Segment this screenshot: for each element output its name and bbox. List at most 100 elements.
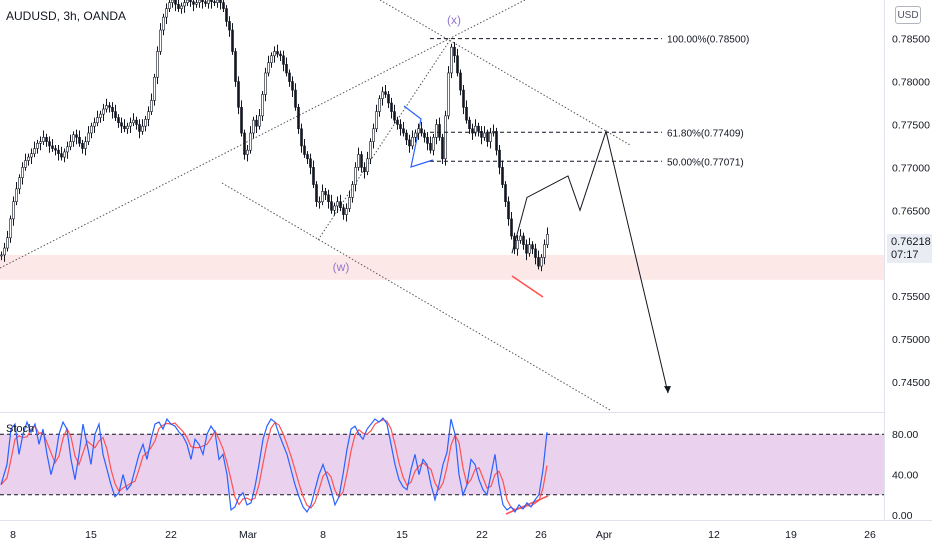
candle-body <box>111 106 114 112</box>
candle-body <box>147 111 150 120</box>
candle-body <box>201 0 204 3</box>
candle-body <box>429 143 432 151</box>
candle-body <box>102 108 105 115</box>
candle-body <box>426 137 429 144</box>
blue-wedge <box>403 105 434 168</box>
candle-body <box>180 5 183 9</box>
projection-arrow-head <box>664 386 671 394</box>
candle-body <box>36 143 39 149</box>
candle-body <box>45 137 48 142</box>
candle-body <box>525 244 528 254</box>
candle-body <box>18 177 21 190</box>
candle-body <box>540 257 543 267</box>
price-tick-label: 0.75000 <box>892 334 930 346</box>
candle-body <box>438 124 441 138</box>
candle-body <box>303 145 306 155</box>
stoch-axis: 80.00 40.00 0.00 <box>892 429 918 522</box>
candle-body <box>144 119 147 127</box>
candle-body <box>294 89 297 108</box>
candle-body <box>459 72 462 91</box>
candle-body <box>309 158 312 168</box>
candle-body <box>66 146 69 153</box>
candle-body <box>99 113 102 118</box>
candle-body <box>231 29 234 52</box>
candle-body <box>342 207 345 215</box>
candle-body <box>261 94 264 117</box>
descending-channel-top <box>379 0 631 146</box>
candle-body <box>135 119 138 125</box>
time-tick-label: Mar <box>239 529 258 541</box>
candle-body <box>186 0 189 3</box>
candle-body <box>63 151 66 158</box>
candle-body <box>177 3 180 9</box>
candle-body <box>456 55 459 74</box>
candle-body <box>9 218 12 239</box>
candle-body <box>510 218 513 237</box>
candle-body <box>255 119 258 127</box>
projection-path[interactable] <box>511 129 669 394</box>
last-price-value: 0.76218 <box>891 236 931 248</box>
candle-body <box>408 139 411 147</box>
grid-lines <box>0 0 932 521</box>
candle-body <box>414 132 417 138</box>
candle-body <box>420 128 423 134</box>
candle-body <box>210 0 213 3</box>
candle-body <box>90 125 93 134</box>
candle-body <box>291 81 294 91</box>
candle-body <box>87 132 90 142</box>
fib-level-label: 61.80%(0.77409) <box>667 128 744 139</box>
stoch-tick-label: 40.00 <box>892 470 918 482</box>
candle-body <box>363 167 366 172</box>
candlestick-series <box>0 0 549 272</box>
candle-body <box>57 149 60 154</box>
time-tick-label: 15 <box>85 529 97 541</box>
candle-body <box>138 124 141 132</box>
candle-body <box>375 111 378 130</box>
candle-body <box>423 132 426 138</box>
candle-body <box>192 1 195 5</box>
candle-body <box>351 184 354 198</box>
candle-body <box>468 119 471 130</box>
symbol-title: AUDUSD, 3h, OANDA <box>6 9 127 23</box>
candle-body <box>543 244 546 258</box>
stoch-indicator-pane[interactable] <box>0 417 884 513</box>
fib-retracement[interactable]: 100.00%(0.78500) 61.80%(0.77409) 50.00%(0.… <box>430 35 749 169</box>
candle-body <box>504 184 507 203</box>
descending-channel-bottom <box>221 182 611 411</box>
time-tick-label: 8 <box>10 529 16 541</box>
candle-body <box>246 149 249 155</box>
time-axis[interactable]: 8 15 22 Mar 8 15 22 26 Apr 12 19 26 <box>10 529 876 541</box>
candle-body <box>273 51 276 57</box>
stoch-k-line <box>0 417 548 513</box>
candle-body <box>402 128 405 134</box>
candle-body <box>24 160 27 168</box>
time-tick-label: 19 <box>785 529 797 541</box>
candle-body <box>465 106 468 121</box>
candle-body <box>72 134 75 142</box>
candle-body <box>96 117 99 124</box>
candle-body <box>78 137 81 144</box>
candle-body <box>117 117 120 124</box>
candle-body <box>249 132 252 151</box>
candle-body <box>354 167 357 185</box>
time-tick-label: Apr <box>596 529 613 541</box>
candle-body <box>129 122 132 127</box>
candle-body <box>498 149 501 168</box>
candle-body <box>213 1 216 4</box>
candle-body <box>378 98 381 112</box>
candle-body <box>198 0 201 3</box>
candle-body <box>60 153 63 158</box>
price-axis[interactable]: 0.785000.780000.775000.770000.765000.760… <box>892 34 930 389</box>
time-tick-label: 22 <box>165 529 177 541</box>
candle-body <box>507 201 510 220</box>
candle-body <box>339 201 342 209</box>
candle-body <box>279 53 282 57</box>
candle-body <box>306 154 309 160</box>
candle-body <box>534 248 537 258</box>
candle-body <box>417 128 420 134</box>
currency-button[interactable]: USD <box>895 6 921 24</box>
candle-body <box>264 72 267 95</box>
candle-body <box>69 141 72 148</box>
candle-body <box>300 128 303 147</box>
